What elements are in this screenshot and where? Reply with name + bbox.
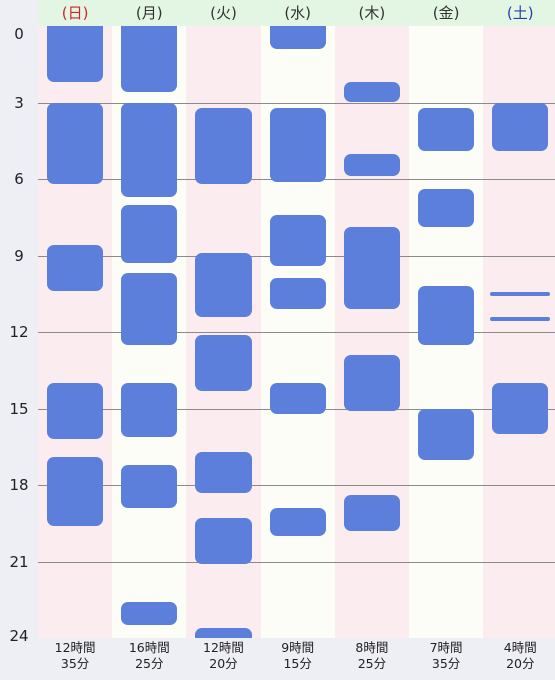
grid-line — [38, 485, 555, 486]
total-minutes: 20分 — [506, 656, 535, 671]
day-total-6: 4時間 20分 — [483, 640, 555, 680]
sleep-block[interactable] — [195, 334, 252, 391]
sleep-block[interactable] — [121, 602, 178, 626]
day-header-5[interactable]: (金) — [432, 4, 460, 22]
grid-line — [38, 102, 555, 104]
total-minutes: 25分 — [135, 656, 164, 671]
sleep-block[interactable] — [269, 278, 326, 310]
total-hours: 4時間 — [503, 640, 537, 655]
sleep-block[interactable] — [269, 107, 326, 182]
total-hours: 12時間 — [203, 640, 244, 655]
sleep-block[interactable] — [47, 102, 104, 185]
y-axis-label: 0 — [14, 25, 24, 43]
y-axis-label: 24 — [9, 627, 29, 645]
day-header-6[interactable]: (土) — [506, 4, 534, 22]
sleep-block[interactable] — [418, 286, 475, 345]
sleep-block[interactable] — [195, 451, 252, 493]
sleep-block[interactable] — [195, 518, 252, 565]
total-hours: 7時間 — [429, 640, 463, 655]
day-total-2: 12時間 20分 — [186, 640, 260, 680]
sleep-block[interactable] — [47, 456, 104, 526]
sleep-block[interactable] — [492, 383, 549, 434]
y-axis-label: 18 — [9, 476, 29, 494]
total-hours: 16時間 — [128, 640, 170, 655]
total-minutes: 20分 — [209, 656, 238, 671]
day-total-0: 12時間 35分 — [38, 640, 112, 680]
sleep-block[interactable] — [492, 102, 549, 151]
total-hours: 9時間 — [281, 640, 315, 655]
sleep-block[interactable] — [418, 408, 475, 460]
sleep-block[interactable] — [343, 354, 400, 412]
day-total-1: 16時間 25分 — [112, 640, 186, 680]
day-header-0[interactable]: (日) — [61, 4, 89, 22]
y-axis-label: 21 — [9, 552, 29, 571]
sleep-block[interactable] — [343, 82, 400, 103]
total-hours: 12時間 — [54, 640, 96, 655]
y-axis-label: 6 — [14, 170, 24, 188]
sleep-block[interactable] — [269, 383, 326, 414]
grid-line — [38, 332, 555, 333]
sleep-block[interactable] — [418, 189, 475, 228]
sleep-block[interactable] — [121, 204, 178, 264]
grid-line — [38, 561, 555, 563]
day-header-4[interactable]: (木) — [358, 4, 386, 22]
sleep-block[interactable] — [121, 26, 178, 93]
sleep-block[interactable] — [121, 102, 178, 197]
y-axis-label: 3 — [14, 93, 24, 112]
sleep-mark[interactable] — [490, 317, 551, 322]
day-header-2[interactable]: (火) — [210, 4, 237, 22]
total-minutes: 35分 — [431, 656, 461, 671]
total-minutes: 15分 — [283, 656, 312, 671]
sleep-block[interactable] — [269, 26, 326, 49]
sleep-mark[interactable] — [490, 291, 551, 296]
sleep-block[interactable] — [418, 107, 475, 151]
sleep-block[interactable] — [121, 273, 178, 345]
total-hours: 8時間 — [355, 640, 389, 655]
day-total-5: 7時間 35分 — [409, 640, 483, 680]
sleep-block[interactable] — [343, 495, 400, 531]
sleep-block[interactable] — [269, 214, 326, 266]
sleep-block[interactable] — [343, 227, 400, 310]
sleep-block[interactable] — [269, 507, 326, 536]
sleep-block[interactable] — [195, 107, 252, 185]
total-minutes: 35分 — [60, 656, 90, 671]
sleep-block[interactable] — [195, 627, 252, 638]
day-total-4: 8時間 25分 — [335, 640, 409, 680]
day-header-3[interactable]: (水) — [284, 4, 312, 22]
sleep-block[interactable] — [343, 153, 400, 177]
sleep-block[interactable] — [121, 464, 178, 508]
y-axis-label: 15 — [9, 399, 29, 418]
day-total-3: 9時間 15分 — [261, 640, 335, 680]
y-axis-label: 12 — [9, 323, 29, 341]
sleep-block[interactable] — [195, 252, 252, 317]
sleep-block[interactable] — [47, 26, 104, 83]
sleep-chart-grid — [38, 26, 555, 638]
total-minutes: 25分 — [357, 656, 387, 671]
sleep-block[interactable] — [47, 245, 104, 292]
sleep-block[interactable] — [47, 383, 104, 440]
sleep-block[interactable] — [121, 383, 178, 437]
day-header-bar — [38, 0, 555, 26]
day-header-1[interactable]: (月) — [135, 4, 163, 22]
y-axis-label: 9 — [14, 246, 24, 265]
